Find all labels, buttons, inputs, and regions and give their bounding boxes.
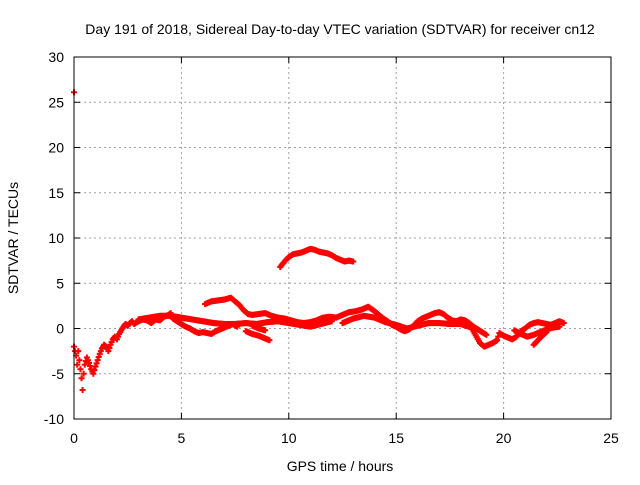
data-point: [560, 320, 567, 327]
data-point: [95, 354, 102, 361]
data-point: [80, 370, 87, 377]
y-tick-label: 30: [48, 49, 64, 65]
data-point: [74, 361, 81, 368]
data-point: [350, 258, 357, 265]
y-axis-label: SDTVAR / TECUs: [5, 182, 21, 294]
y-tick-label: 10: [48, 230, 64, 246]
data-point: [92, 363, 99, 370]
y-tick-label: 25: [48, 94, 64, 110]
data-point: [494, 337, 501, 344]
x-tick-label: 5: [178, 430, 186, 446]
x-axis-label: GPS time / hours: [287, 458, 394, 474]
data-point: [78, 375, 85, 382]
data-point: [266, 337, 273, 344]
data-point: [483, 331, 490, 338]
data-point: [90, 370, 97, 377]
y-tick-label: -10: [44, 411, 64, 427]
data-point: [543, 329, 550, 336]
y-tick-label: -5: [52, 366, 65, 382]
y-tick-label: 0: [56, 321, 64, 337]
data-point: [86, 359, 93, 366]
x-tick-label: 15: [388, 430, 404, 446]
data-point: [91, 367, 98, 374]
y-tick-label: 15: [48, 185, 64, 201]
data-point: [76, 357, 83, 364]
data-point: [75, 348, 82, 355]
x-tick-label: 20: [496, 430, 512, 446]
data-point: [93, 360, 100, 367]
data-point: [106, 344, 113, 351]
data-point: [87, 363, 94, 370]
grid: [74, 57, 611, 419]
x-tick-label: 0: [70, 430, 78, 446]
chart-title: Day 191 of 2018, Sidereal Day-to-day VTE…: [85, 21, 595, 37]
axis-ticks: 0 5 10 15 20 25 -10 -5 0 5 10 15 20 25 30: [44, 49, 619, 446]
data-point: [105, 348, 112, 355]
data-point: [262, 327, 269, 334]
y-tick-label: 5: [56, 275, 64, 291]
data-point: [77, 366, 84, 373]
data-points: [71, 89, 567, 394]
data-point: [556, 323, 563, 330]
x-tick-label: 10: [281, 430, 297, 446]
x-tick-label: 25: [603, 430, 619, 446]
data-point: [94, 357, 101, 364]
data-point: [81, 361, 88, 368]
data-point: [79, 387, 86, 394]
y-tick-label: 20: [48, 140, 64, 156]
